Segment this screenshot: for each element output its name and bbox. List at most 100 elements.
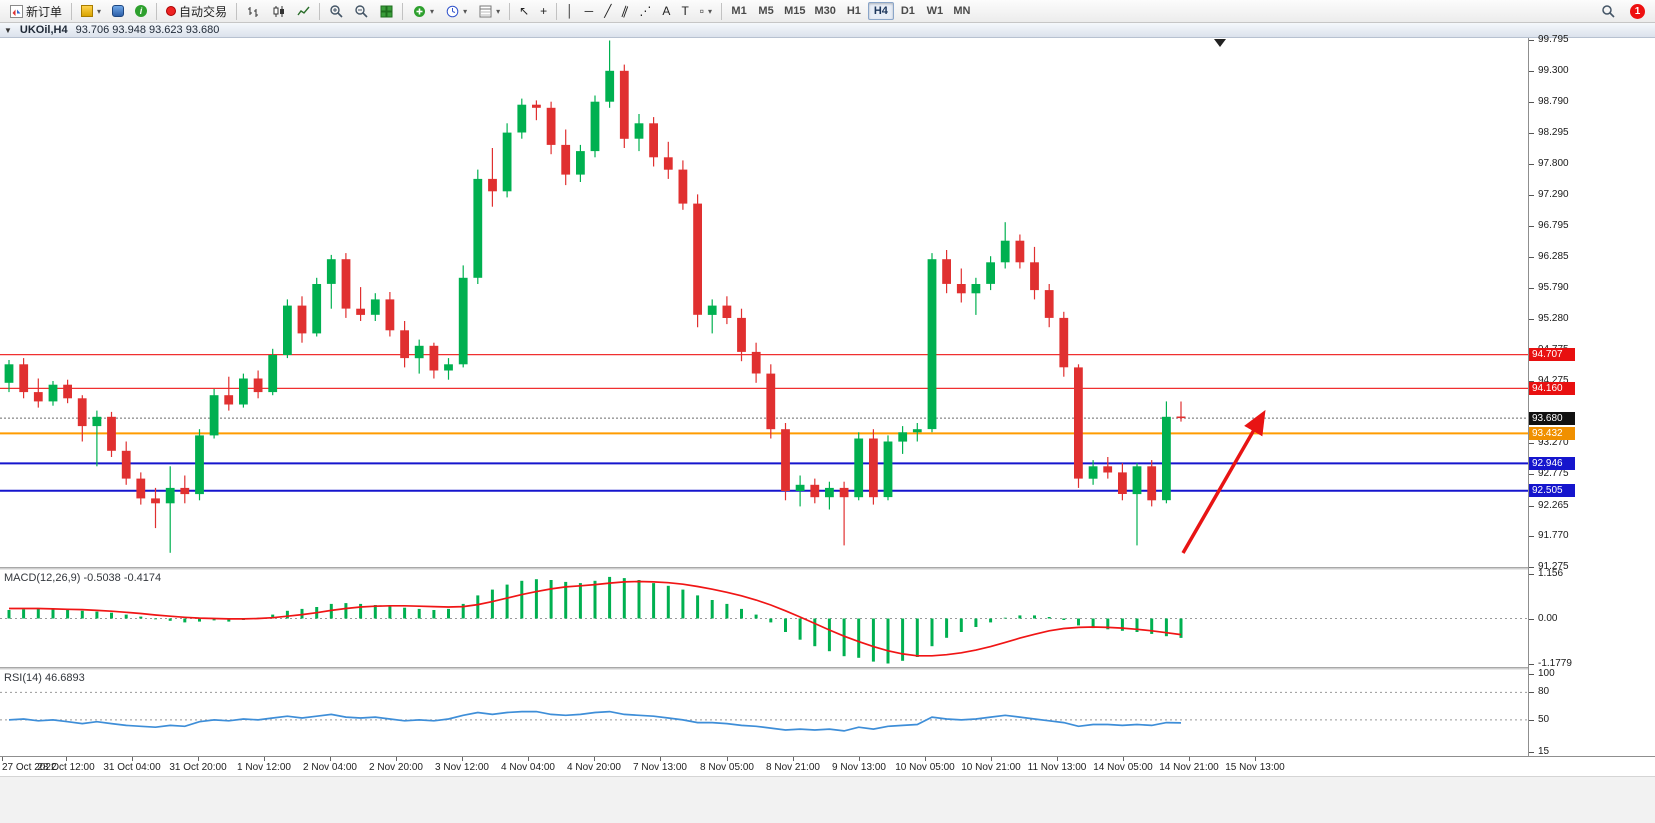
profiles-button[interactable] — [107, 1, 129, 21]
time-tick — [727, 757, 728, 761]
vertical-line-tool-button[interactable]: │ — [561, 1, 579, 21]
candle — [781, 423, 790, 501]
periods-button[interactable]: ▾ — [440, 1, 472, 21]
candle — [385, 292, 395, 337]
collapse-chart-icon[interactable]: ▼ — [4, 25, 12, 35]
indicators-button[interactable]: ▾ — [407, 1, 439, 21]
cursor-tool-button[interactable]: ↖ — [514, 1, 534, 21]
auto-trading-button[interactable]: 自动交易 — [161, 1, 232, 21]
candle — [268, 348, 278, 396]
candlestick-button[interactable] — [266, 1, 290, 21]
time-tick — [2, 757, 3, 761]
shapes-icon: ▫ — [699, 4, 705, 18]
rsi-name: RSI(14) — [4, 672, 42, 684]
candle — [209, 389, 219, 439]
candle — [1074, 364, 1083, 488]
tile-windows-icon — [379, 4, 393, 18]
candle — [898, 426, 908, 454]
candle — [502, 123, 512, 198]
search-button[interactable] — [1596, 1, 1620, 21]
candle — [971, 277, 981, 315]
timeframe-w1[interactable]: W1 — [922, 2, 948, 20]
price-tick: 91.275 — [1529, 561, 1569, 573]
candle — [839, 481, 849, 546]
trend-arrow[interactable] — [1181, 409, 1266, 554]
macd-canvas[interactable] — [0, 570, 1528, 667]
macd-pane: MACD(12,26,9) -0.5038 -0.4174 — [0, 570, 1528, 667]
timeframe-d1[interactable]: D1 — [895, 2, 921, 20]
price-tick: 95.280 — [1529, 313, 1569, 325]
price-tick: 99.795 — [1529, 34, 1569, 46]
crosshair-tool-button[interactable]: + — [535, 1, 552, 21]
divider — [402, 2, 404, 20]
candle — [927, 253, 937, 433]
new-chart-button[interactable]: ▾ — [76, 1, 106, 21]
text-tool-button[interactable]: A — [657, 1, 675, 21]
time-tick — [1057, 757, 1058, 761]
candle — [869, 429, 878, 505]
chart-ohlc-values: 93.706 93.948 93.623 93.680 — [75, 24, 220, 36]
cursor-icon: ↖ — [519, 4, 530, 18]
price-tick: 98.790 — [1529, 96, 1569, 108]
price-chart-canvas[interactable] — [0, 38, 1528, 567]
time-label: 1 Nov 12:00 — [237, 762, 291, 773]
macd-label: MACD(12,26,9) -0.5038 -0.4174 — [4, 572, 161, 584]
bar-chart-button[interactable] — [241, 1, 265, 21]
channel-tool-button[interactable]: ∥ — [617, 1, 633, 21]
divider — [509, 2, 511, 20]
notification-badge[interactable]: 1 — [1630, 3, 1645, 19]
timeframe-h4[interactable]: H4 — [867, 2, 894, 20]
candle — [239, 373, 248, 408]
candle — [458, 265, 468, 368]
time-tick — [1123, 757, 1124, 761]
chevron-down-icon: ▾ — [430, 6, 435, 16]
rsi-scale-label: 80 — [1529, 686, 1549, 698]
trendline-icon: ╱ — [604, 4, 612, 18]
price-tick: 96.795 — [1529, 220, 1569, 232]
timeframe-h1[interactable]: H1 — [841, 2, 867, 20]
rsi-label: RSI(14) 46.6893 — [4, 672, 85, 684]
templates-button[interactable]: ▾ — [473, 1, 505, 21]
data-window-button[interactable]: i — [130, 1, 152, 21]
candle — [561, 129, 571, 186]
price-tick: 93.270 — [1529, 437, 1569, 449]
time-label: 8 Nov 21:00 — [766, 762, 820, 773]
new-chart-icon — [81, 5, 94, 17]
timeframe-mn[interactable]: MN — [949, 2, 975, 20]
pane-separator[interactable] — [0, 567, 1655, 570]
price-scale[interactable]: 99.795 99.300 98.790 98.295 97.800 97.290 96.7… — [1528, 34, 1655, 757]
candle — [312, 277, 322, 337]
shapes-tool-button[interactable]: ▫ ▾ — [695, 1, 717, 21]
timeframe-m1[interactable]: M1 — [726, 2, 752, 20]
zoom-in-button[interactable] — [324, 1, 348, 21]
line-chart-button[interactable] — [291, 1, 315, 21]
time-tick — [528, 757, 529, 761]
pane-separator[interactable] — [0, 667, 1655, 670]
price-tick: 97.290 — [1529, 189, 1569, 201]
rsi-scale-label: 50 — [1529, 714, 1549, 726]
divider — [156, 2, 158, 20]
time-label: 10 Nov 05:00 — [895, 762, 955, 773]
price-tag: 93.432 — [1529, 426, 1575, 440]
timeframe-m30[interactable]: M30 — [810, 2, 839, 20]
text-tool-icon: A — [662, 4, 671, 18]
price-tick: 96.285 — [1529, 251, 1569, 263]
candle — [1162, 401, 1171, 504]
candle — [151, 487, 160, 529]
timeframe-m15[interactable]: M15 — [780, 2, 809, 20]
new-order-button[interactable]: 新订单 — [4, 1, 67, 21]
chart-shift-marker[interactable] — [1214, 39, 1226, 47]
tile-windows-button[interactable] — [374, 1, 398, 21]
timeframe-m5[interactable]: M5 — [753, 2, 779, 20]
candle — [63, 379, 72, 404]
rsi-canvas[interactable] — [0, 670, 1528, 756]
horizontal-line-tool-button[interactable]: ─ — [580, 1, 599, 21]
time-axis[interactable]: 27 Oct 2022 28 Oct 12:00 31 Oct 04:00 31 Oc… — [0, 756, 1655, 776]
fibonacci-tool-button[interactable]: ⋰ — [634, 1, 656, 21]
clock-icon — [445, 4, 459, 18]
trendline-tool-button[interactable]: ╱ — [599, 1, 616, 21]
label-tool-button[interactable]: T — [676, 1, 693, 21]
candle — [195, 429, 204, 501]
candle — [1015, 234, 1025, 269]
zoom-out-button[interactable] — [349, 1, 373, 21]
